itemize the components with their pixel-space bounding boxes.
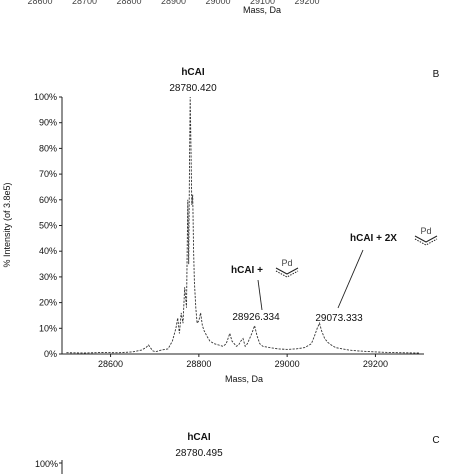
top-x-tick-label: 28800 (116, 0, 141, 6)
x-tick-label: 28800 (186, 359, 211, 369)
top-x-tick-label: 28900 (161, 0, 186, 6)
spectrum-trace (66, 96, 420, 354)
panel-c: hCAI 28780.495 C 100% (35, 432, 440, 474)
ticks: 0% 10% 20% 30% 40% 50% 60% 70% 80% 90% 100% 28600 28… (34, 92, 388, 369)
panel-c-y-tick-label: 100% (35, 459, 58, 469)
y-axis-label: % Intensity (of 3.8e5) (2, 182, 12, 267)
peak-value-pd2: 29073.333 (315, 313, 363, 324)
leader-line-1 (257, 279, 263, 311)
y-tick-label: 40% (39, 246, 57, 256)
top-x-tick-label: 29200 (294, 0, 319, 6)
y-tick-label: 50% (39, 221, 57, 231)
x-axis-label: Mass, Da (225, 374, 263, 384)
panel-c-label: C (432, 435, 439, 446)
peak-value-c: 28780.495 (175, 448, 223, 459)
leader-line-2 (337, 249, 364, 309)
top-x-tick-label: 28600 (27, 0, 52, 6)
pd-label-1: Pd (281, 258, 292, 268)
y-tick-label: 60% (39, 195, 57, 205)
peak-value-main: 28780.420 (169, 83, 217, 94)
x-tick-label: 29200 (363, 359, 388, 369)
x-tick-label: 28600 (98, 359, 123, 369)
annotation-hcai-2x-pd: hCAI + 2X (350, 233, 397, 244)
peak-value-pd1: 28926.334 (232, 312, 280, 323)
y-tick-label: 0% (44, 349, 57, 359)
panel-b-label: B (433, 69, 440, 80)
y-tick-label: 30% (39, 272, 57, 282)
y-tick-label: 90% (39, 118, 57, 128)
y-tick-label: 100% (34, 92, 57, 102)
top-panel-fragment: Mass, Da 28600 28700 28800 28900 29000 29100 2… (27, 0, 319, 15)
pd-ligand-icon-1 (275, 267, 299, 278)
y-tick-label: 80% (39, 143, 57, 153)
pd-label-2: Pd (420, 226, 431, 236)
top-x-tick-label: 29100 (250, 0, 275, 6)
y-tick-label: 10% (39, 323, 57, 333)
y-tick-label: 20% (39, 298, 57, 308)
panel-b: B % Intensity (of 3.8e5) Mass, Da 0% 10% 2… (2, 67, 440, 384)
top-x-tick-label: 29000 (205, 0, 230, 6)
annotation-hcai-c: hCAI (187, 432, 211, 443)
x-tick-label: 29000 (275, 359, 300, 369)
annotation-hcai: hCAI (181, 67, 205, 78)
pd-ligand-icon-2 (414, 235, 438, 246)
annotation-hcai-pd: hCAI + (231, 265, 263, 276)
top-x-tick-label: 28700 (72, 0, 97, 6)
top-x-axis-label: Mass, Da (243, 5, 281, 15)
y-tick-label: 70% (39, 169, 57, 179)
